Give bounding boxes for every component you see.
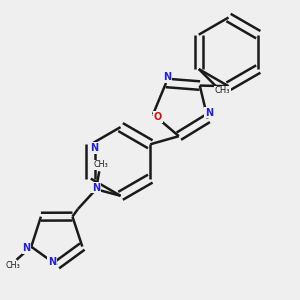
- Text: N: N: [90, 143, 98, 153]
- Text: O: O: [154, 112, 162, 122]
- Text: N: N: [22, 243, 30, 253]
- Text: CH₃: CH₃: [6, 261, 21, 270]
- Text: CH₃: CH₃: [94, 160, 108, 169]
- Text: N: N: [164, 72, 172, 82]
- Text: N: N: [205, 108, 213, 118]
- Text: N: N: [92, 183, 100, 193]
- Text: N: N: [48, 257, 56, 267]
- Text: CH₃: CH₃: [215, 86, 230, 95]
